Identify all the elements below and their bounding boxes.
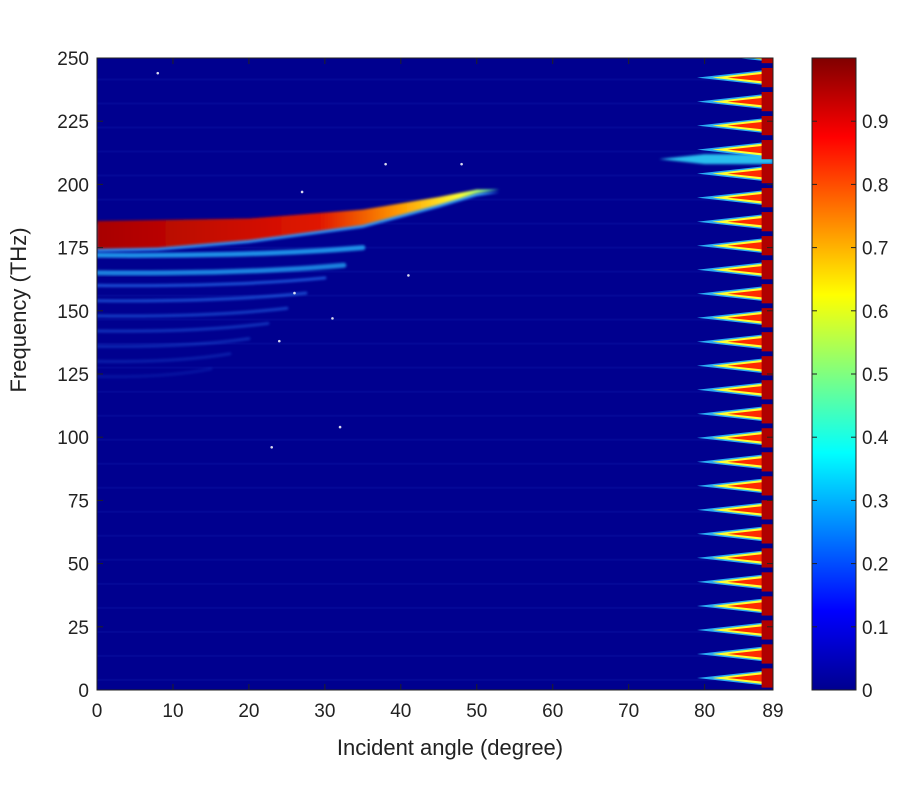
grazing-fringe-edge (761, 164, 773, 184)
y-tick-label: 150 (57, 302, 89, 323)
y-tick-label: 100 (57, 428, 89, 449)
grazing-fringe-edge (761, 380, 773, 400)
colorbar-tick-label: 0.8 (862, 175, 888, 196)
noise-dot (156, 71, 160, 75)
colorbar-tick-label: 0.3 (862, 491, 888, 512)
grazing-fringe-edge (761, 620, 773, 640)
grazing-fringe-edge (761, 356, 773, 376)
grazing-fringe-edge (761, 188, 773, 208)
colorbar-tick-label: 0.6 (862, 302, 888, 323)
colorbar-tick-label: 0 (862, 681, 873, 702)
y-axis: 0 25 50 75 100 125 150 175 200 225 250 (57, 49, 773, 702)
grazing-fringe-edge (761, 58, 773, 64)
y-tick-label: 75 (68, 491, 89, 512)
grazing-fringe-edge (761, 212, 773, 232)
x-tick-label: 20 (238, 701, 259, 722)
y-tick-label: 125 (57, 365, 89, 386)
grazing-fringe-edge (761, 236, 773, 256)
x-tick-label: 89 (762, 701, 783, 722)
fringe-band (97, 337, 251, 348)
noise-dot (384, 162, 387, 166)
y-tick-label: 250 (57, 49, 89, 70)
colorbar-tick-label: 0.2 (862, 555, 888, 576)
x-axis: 0 10 20 30 40 50 60 70 80 89 (92, 58, 784, 722)
grazing-fringe-edge (761, 572, 773, 592)
colorbar-ticks: 0 0.1 0.2 0.3 0.4 0.5 0.6 0.7 0.8 0.9 (812, 112, 889, 702)
noise-dot (300, 190, 304, 194)
colorbar-tick-label: 0.4 (862, 428, 889, 449)
grazing-fringe-edge (761, 332, 773, 352)
colorbar (811, 57, 857, 691)
y-axis-label: Frequency (THz) (6, 227, 31, 392)
y-tick-label: 25 (68, 618, 89, 639)
fringe-band (97, 321, 270, 333)
grazing-fringe-edge (761, 596, 773, 616)
grazing-fringe-edge (761, 140, 773, 160)
grazing-fringe-edge (761, 644, 773, 664)
grazing-fringe-edge (761, 116, 773, 136)
x-tick-label: 80 (694, 701, 715, 722)
resonance-band (97, 189, 500, 249)
x-tick-label: 40 (390, 701, 411, 722)
noise-dot (270, 446, 273, 449)
grazing-fringe-core (769, 58, 773, 59)
grazing-fringe-edge (761, 452, 773, 472)
noise-dot (338, 425, 342, 429)
colorbar-tick-label: 0.9 (862, 112, 888, 133)
noise-dot (407, 274, 410, 277)
x-tick-label: 10 (162, 701, 183, 722)
grazing-fringe-edge (761, 500, 773, 520)
colorbar-tick-label: 0.5 (862, 365, 888, 386)
x-tick-label: 60 (542, 701, 563, 722)
grazing-fringe-edge (761, 524, 773, 544)
fringe-band (97, 262, 347, 276)
fringe-band (97, 306, 289, 318)
grazing-fringe-edge (761, 308, 773, 328)
y-tick-label: 50 (68, 555, 89, 576)
fringe-band (97, 245, 366, 258)
grazing-fringe-edge (761, 67, 773, 88)
y-tick-label: 0 (78, 681, 89, 702)
grazing-fringe-edge (761, 668, 773, 688)
grazing-fringe-edge (761, 476, 773, 496)
fringe-band (97, 367, 213, 379)
noise-dot (331, 317, 334, 320)
x-tick-label: 30 (314, 701, 335, 722)
colorbar-tick-label: 0.1 (862, 618, 888, 639)
x-tick-label: 70 (618, 701, 639, 722)
y-tick-label: 225 (57, 112, 89, 133)
grazing-fringe-edge (761, 284, 773, 304)
grazing-fringe-edge (761, 404, 773, 424)
heatmap-features (97, 58, 773, 688)
y-tick-label: 200 (57, 175, 89, 196)
fringe-band (97, 291, 308, 303)
grazing-fringe-edge (761, 548, 773, 568)
grazing-fringe-edge (761, 92, 773, 112)
fringe-band (97, 276, 327, 288)
grazing-fringe-edge (761, 260, 773, 280)
noise-dot (460, 162, 463, 166)
x-tick-label: 0 (92, 701, 103, 722)
y-tick-label: 175 (57, 239, 89, 260)
colorbar-tick-label: 0.7 (862, 239, 888, 260)
heatmap-plot-area (97, 58, 773, 690)
grazing-fringe-edge (761, 428, 773, 448)
x-axis-label: Incident angle (degree) (337, 735, 563, 760)
x-tick-label: 50 (466, 701, 487, 722)
fringe-band (97, 352, 232, 364)
mode-tail (659, 154, 773, 165)
noise-dot (293, 291, 296, 295)
noise-dot (277, 339, 281, 343)
